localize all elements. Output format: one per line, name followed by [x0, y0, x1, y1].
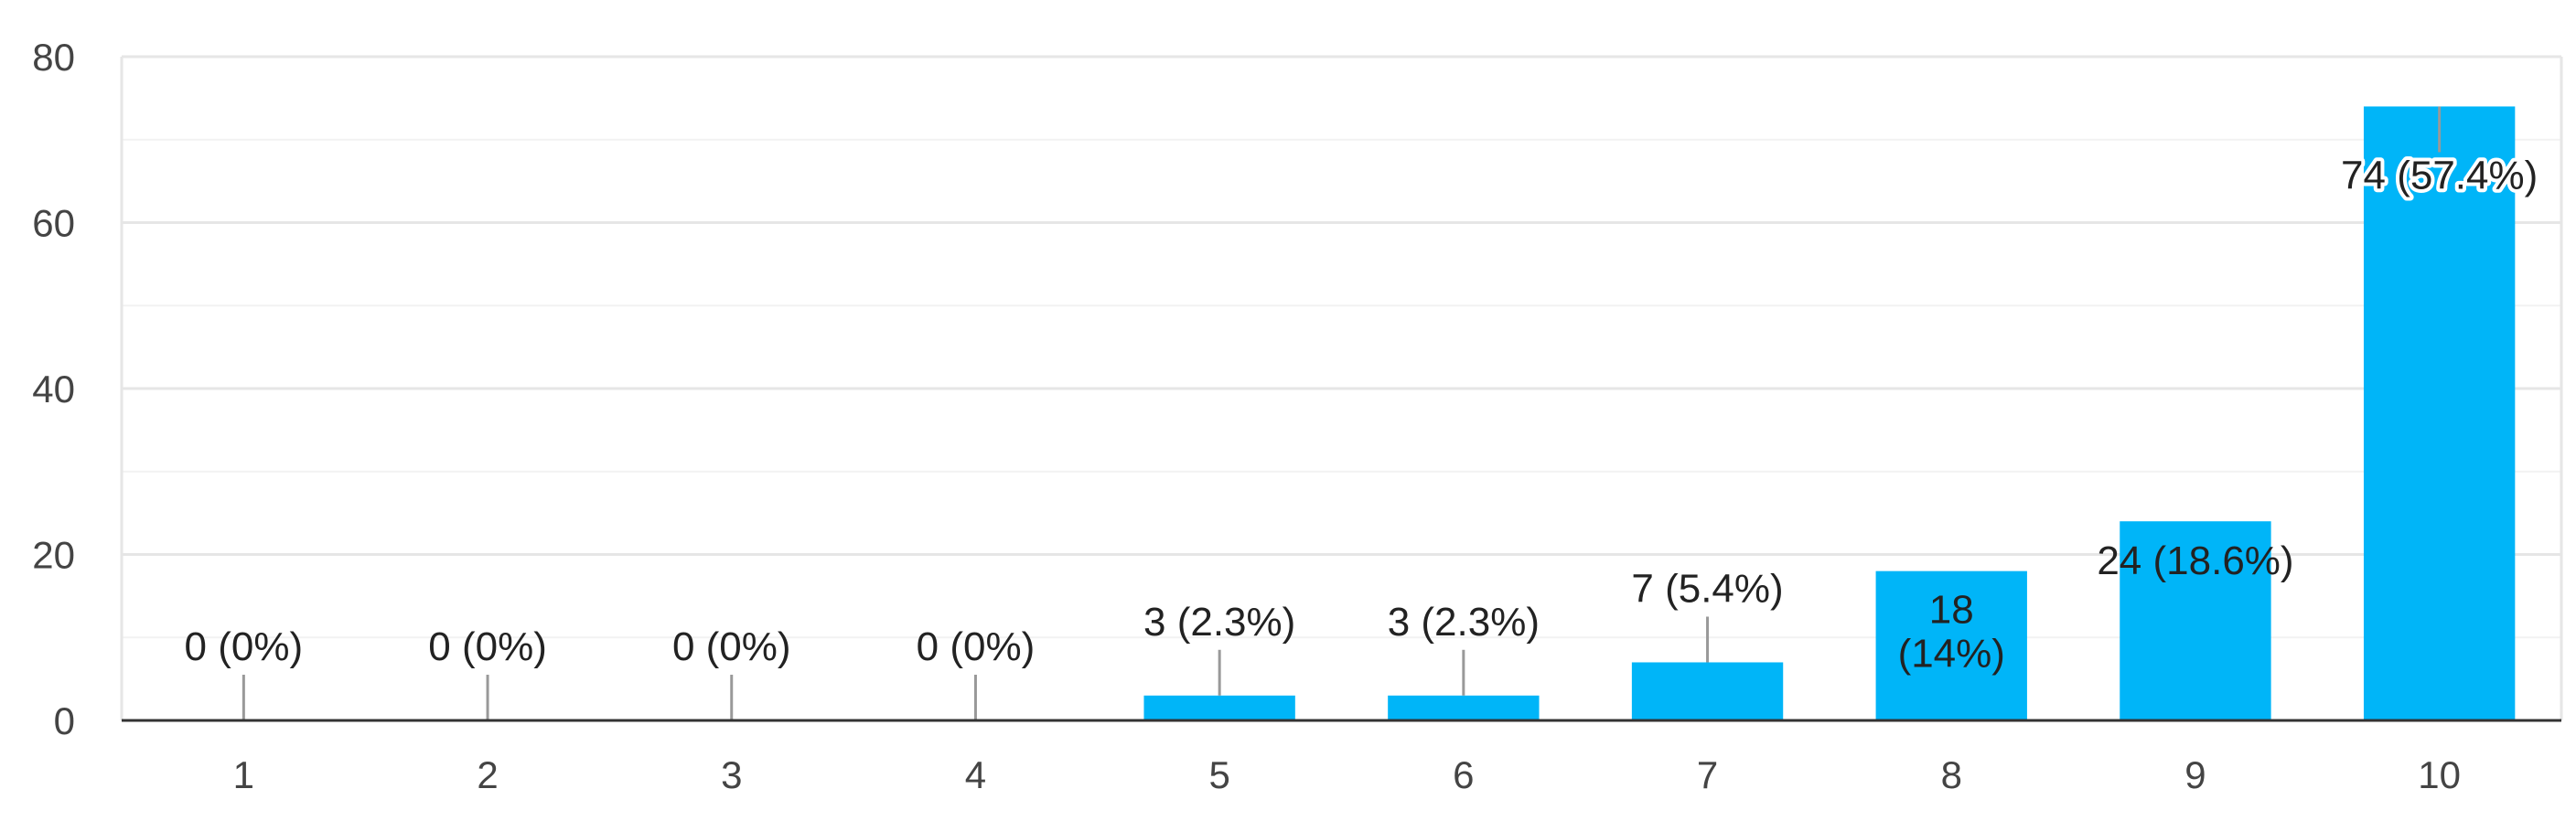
y-tick-label: 40 — [32, 368, 75, 410]
bars — [1143, 106, 2516, 720]
data-label: 0 (0%) — [672, 624, 791, 669]
data-label: 3 (2.3%) — [1143, 600, 1295, 645]
x-tick-label: 7 — [1697, 753, 1718, 796]
bar — [1143, 695, 1295, 720]
bar — [2363, 106, 2516, 720]
x-tick-label: 9 — [2184, 753, 2206, 796]
data-label: 0 (0%) — [185, 624, 304, 669]
x-tick-label: 1 — [233, 753, 254, 796]
data-label: 3 (2.3%) — [1388, 600, 1540, 645]
data-label: 0 (0%) — [428, 624, 547, 669]
data-label: 24 (18.6%) — [2097, 538, 2293, 583]
x-tick-label: 5 — [1208, 753, 1229, 796]
x-tick-label: 3 — [721, 753, 742, 796]
data-label: 7 (5.4%) — [1631, 566, 1783, 611]
data-label: 74 (57.4%) — [2341, 153, 2538, 197]
y-axis-ticks: 0 20 40 60 80 — [32, 36, 75, 742]
bar — [1388, 695, 1540, 720]
x-tick-label: 4 — [965, 753, 986, 796]
y-tick-label: 20 — [32, 534, 75, 577]
x-tick-label: 6 — [1453, 753, 1474, 796]
bar — [2120, 521, 2271, 720]
x-tick-label: 10 — [2418, 753, 2461, 796]
x-tick-label: 2 — [477, 753, 498, 796]
bar — [1631, 662, 1784, 720]
x-axis-ticks: 1 2 3 4 5 6 7 8 9 10 — [233, 753, 2461, 796]
data-label: (14%) — [1898, 632, 2005, 677]
gridlines — [120, 55, 2563, 720]
y-tick-label: 0 — [54, 699, 75, 742]
x-tick-label: 8 — [1941, 753, 1962, 796]
label-leaders — [242, 106, 2442, 720]
y-tick-label: 80 — [32, 36, 75, 79]
data-labels: 0 (0%) 0 (0%) 0 (0%) 0 (0%) 3 (2.3%) 3 (2.3%)… — [185, 149, 2542, 677]
data-label: 0 (0%) — [917, 624, 1036, 669]
y-tick-label: 60 — [32, 202, 75, 245]
bar — [1875, 570, 2027, 720]
data-label: 18 — [1929, 588, 1974, 633]
